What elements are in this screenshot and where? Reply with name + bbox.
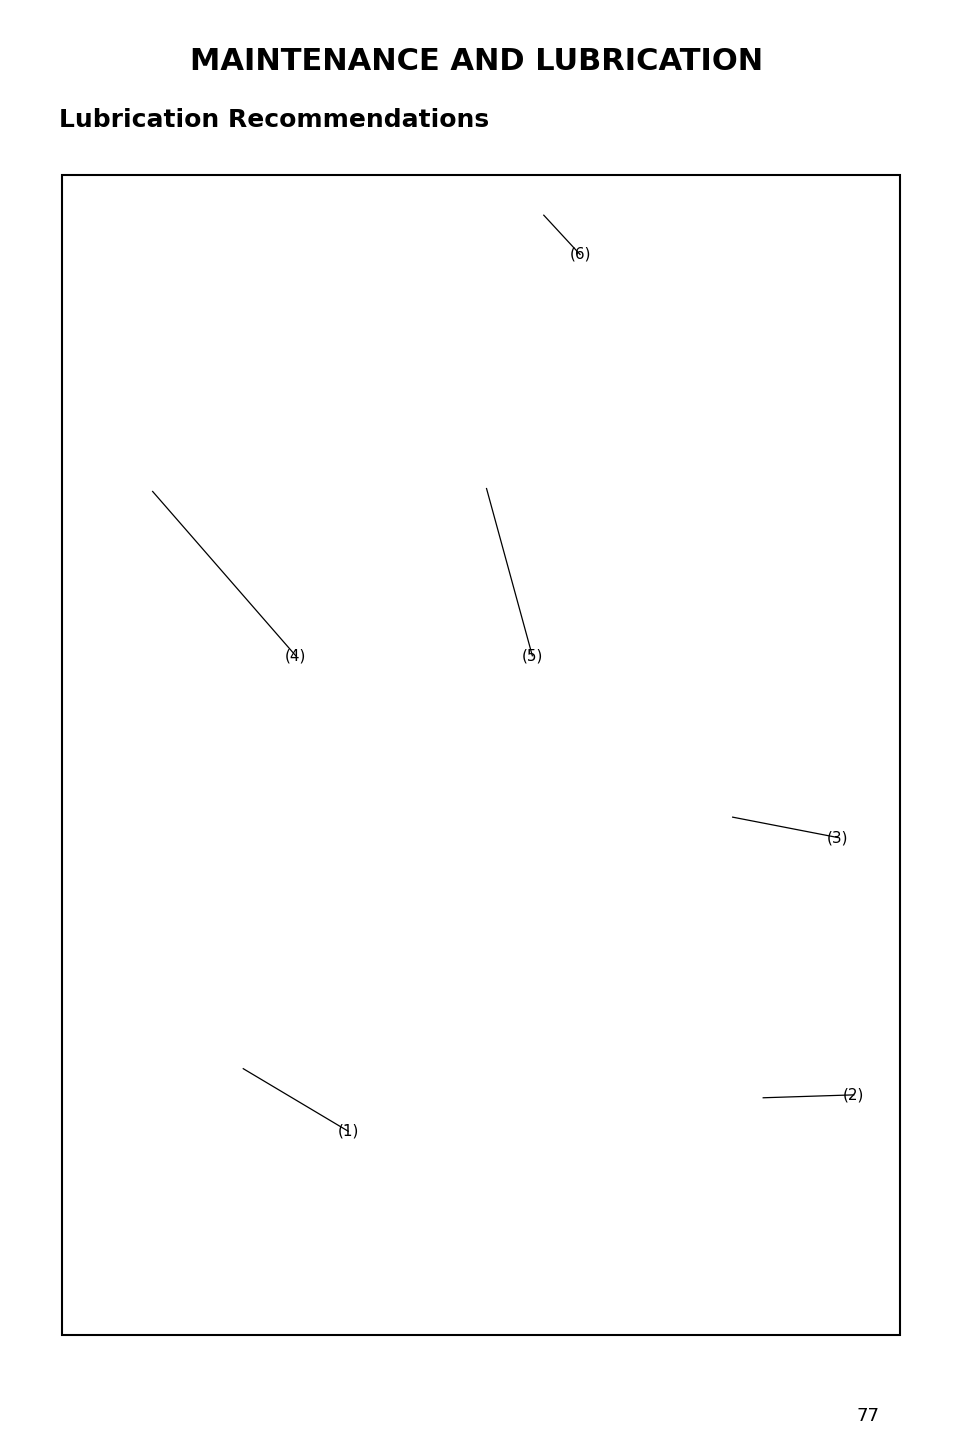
Text: (6): (6) [569, 247, 590, 262]
Text: 77: 77 [856, 1407, 879, 1425]
Bar [62, 174, 899, 1335]
Text: (1): (1) [337, 1124, 358, 1138]
Text: Lubrication Recommendations: Lubrication Recommendations [59, 108, 489, 132]
Text: (5): (5) [521, 648, 542, 663]
Text: MAINTENANCE AND LUBRICATION: MAINTENANCE AND LUBRICATION [191, 48, 762, 77]
Text: (4): (4) [285, 648, 306, 663]
Text: (2): (2) [842, 1088, 863, 1102]
Text: (3): (3) [826, 830, 847, 845]
